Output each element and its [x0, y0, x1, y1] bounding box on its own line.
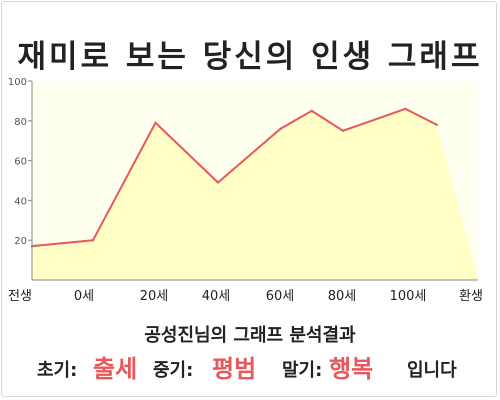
- data-point-3: [216, 181, 220, 184]
- y-tick-label-60: 60: [14, 157, 27, 168]
- data-point-6: [341, 129, 345, 132]
- x-tick-label-5: 80세: [328, 289, 357, 304]
- late-value: 행복: [329, 355, 374, 383]
- middle-label: 중기:: [153, 360, 194, 381]
- analysis-verdict: 초기: 출세 중기: 평범 말기: 행복 입니다: [0, 346, 500, 383]
- data-point-1: [91, 239, 95, 242]
- page-title: 재미로 보는 당신의 인생 그래프: [17, 39, 483, 75]
- x-tick-label-6: 100세: [390, 289, 427, 304]
- data-point-5: [310, 109, 313, 113]
- analysis-caption: 공성진님의 그래프 분석결과: [144, 325, 356, 346]
- y-tick-label-20: 20: [14, 236, 27, 247]
- y-tick-label-80: 80: [14, 117, 27, 128]
- late-label: 말기:: [282, 360, 323, 381]
- early-label: 초기:: [37, 360, 78, 381]
- y-tick-label-40: 40: [14, 196, 27, 207]
- area-fill: [32, 108, 478, 280]
- x-tick-label-7: 환생: [459, 289, 483, 304]
- x-tick-label-1: 0세: [74, 289, 94, 304]
- data-point-4: [279, 127, 282, 130]
- middle-value: 평범: [212, 355, 257, 383]
- verdict-suffix: 입니다: [407, 360, 457, 381]
- data-point-8: [435, 123, 438, 126]
- data-point-2: [154, 121, 157, 124]
- x-tick-label-3: 40세: [202, 289, 231, 304]
- early-value: 출세: [93, 355, 138, 383]
- data-point-7: [404, 107, 407, 111]
- x-tick-label-2: 20세: [140, 289, 169, 304]
- x-tick-label-4: 60세: [266, 289, 295, 304]
- y-tick-label-100: 100: [8, 77, 27, 88]
- x-tick-label-0: 전생: [8, 289, 32, 304]
